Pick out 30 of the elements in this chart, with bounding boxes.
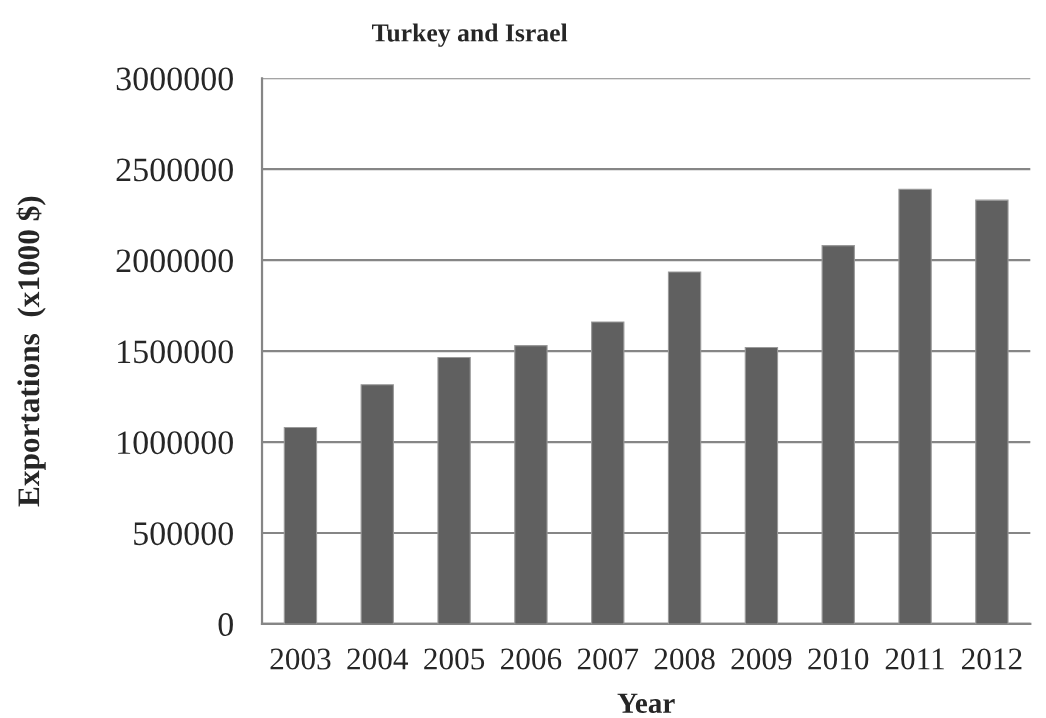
x-tick-label: 2007 <box>577 648 639 670</box>
y-tick-label: 0 <box>218 613 233 637</box>
y-tick-label: 1500000 <box>118 340 233 364</box>
x-tick-label: 2009 <box>731 648 792 670</box>
y-tick-label: 2000000 <box>116 249 233 273</box>
y-tick-label: 3000000 <box>116 67 233 91</box>
bar <box>821 245 855 624</box>
y-tick-label: 500000 <box>134 522 233 546</box>
x-tick-label: 2004 <box>347 648 409 670</box>
bar <box>360 384 394 624</box>
bar <box>437 356 471 624</box>
bar <box>514 345 548 624</box>
bar <box>898 188 932 624</box>
bar <box>744 346 779 624</box>
x-tick-label: 2012 <box>962 648 1022 670</box>
bar <box>667 271 702 624</box>
x-tick-label: 2005 <box>424 648 485 670</box>
x-tick-label: 2010 <box>808 648 869 670</box>
x-axis-title: Year <box>617 693 675 714</box>
chart-title: Turkey and Israel <box>372 23 568 47</box>
bar <box>591 321 625 624</box>
x-tick-label: 2003 <box>270 648 331 670</box>
y-tick-label: 2500000 <box>116 158 233 182</box>
x-tick-label: 2006 <box>501 648 562 670</box>
bar <box>975 199 1009 624</box>
y-axis-title: Exportations (x1000 $) <box>16 196 46 507</box>
bar <box>283 426 318 624</box>
x-tick-label: 2008 <box>654 648 715 670</box>
y-tick-label: 1000000 <box>118 431 233 455</box>
x-tick-label: 2011 <box>885 648 944 670</box>
